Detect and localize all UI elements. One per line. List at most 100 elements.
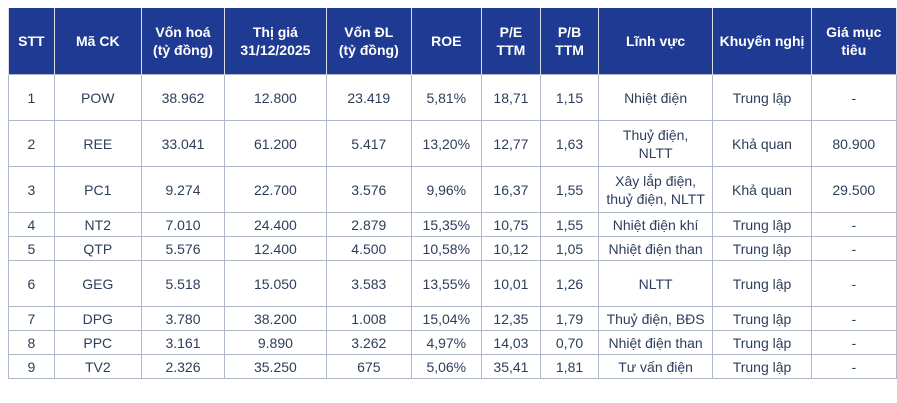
cell-charter-capital: 675 — [325, 354, 412, 379]
cell-target-price: - — [810, 354, 897, 379]
cell-pe: 35,41 — [480, 354, 542, 379]
header-target-price: Giá mục tiêu — [810, 8, 897, 75]
table-row: 7 DPG 3.780 38.200 1.008 15,04% 12,35 1,… — [8, 306, 897, 331]
cell-roe: 15,04% — [410, 306, 482, 331]
cell-market-cap: 5.576 — [140, 236, 226, 261]
cell-pb: 1,55 — [540, 212, 599, 237]
cell-sector: NLTT — [597, 260, 714, 307]
cell-market-cap: 7.010 — [140, 212, 226, 237]
cell-sector: Nhiệt điện khí — [597, 212, 714, 237]
cell-charter-capital: 2.879 — [325, 212, 412, 237]
cell-sector: Tư vấn điện — [597, 354, 714, 379]
cell-price: 38.200 — [224, 306, 327, 331]
cell-recommendation: Trung lập — [712, 306, 812, 331]
cell-charter-capital: 3.262 — [325, 330, 412, 355]
header-price: Thị giá 31/12/2025 — [224, 8, 327, 75]
cell-recommendation: Trung lập — [712, 212, 812, 237]
cell-target-price: - — [810, 330, 897, 355]
cell-target-price: 80.900 — [810, 120, 897, 167]
cell-target-price: - — [810, 306, 897, 331]
cell-stt: 2 — [8, 120, 55, 167]
table-row: 1 POW 38.962 12.800 23.419 5,81% 18,71 1… — [8, 74, 897, 121]
header-recommendation: Khuyến nghị — [712, 8, 812, 75]
cell-target-price: - — [810, 74, 897, 121]
cell-market-cap: 3.161 — [140, 330, 226, 355]
cell-charter-capital: 1.008 — [325, 306, 412, 331]
cell-pb: 1,55 — [540, 166, 599, 213]
cell-sector: Thuỷ điện, BĐS — [597, 306, 714, 331]
cell-roe: 13,20% — [410, 120, 482, 167]
cell-recommendation: Trung lập — [712, 74, 812, 121]
header-row: STT Mã CK Vốn hoá (tỷ đồng) Thị giá 31/1… — [8, 8, 897, 75]
cell-price: 9.890 — [224, 330, 327, 355]
cell-ticker: PPC — [53, 330, 142, 355]
cell-charter-capital: 4.500 — [325, 236, 412, 261]
table-row: 8 PPC 3.161 9.890 3.262 4,97% 14,03 0,70… — [8, 330, 897, 355]
cell-stt: 7 — [8, 306, 55, 331]
cell-price: 24.400 — [224, 212, 327, 237]
cell-target-price: - — [810, 236, 897, 261]
cell-market-cap: 33.041 — [140, 120, 226, 167]
table-row: 4 NT2 7.010 24.400 2.879 15,35% 10,75 1,… — [8, 212, 897, 237]
cell-roe: 13,55% — [410, 260, 482, 307]
cell-recommendation: Khả quan — [712, 120, 812, 167]
cell-market-cap: 3.780 — [140, 306, 226, 331]
cell-recommendation: Trung lập — [712, 260, 812, 307]
cell-recommendation: Trung lập — [712, 330, 812, 355]
header-stt: STT — [8, 8, 55, 75]
cell-stt: 8 — [8, 330, 55, 355]
header-sector: Lĩnh vực — [597, 8, 714, 75]
cell-pe: 12,35 — [480, 306, 542, 331]
header-pb: P/B TTM — [540, 8, 599, 75]
header-roe: ROE — [410, 8, 482, 75]
cell-stt: 5 — [8, 236, 55, 261]
cell-ticker: QTP — [53, 236, 142, 261]
cell-market-cap: 2.326 — [140, 354, 226, 379]
cell-roe: 5,81% — [410, 74, 482, 121]
cell-ticker: REE — [53, 120, 142, 167]
cell-pb: 1,63 — [540, 120, 599, 167]
cell-pb: 1,15 — [540, 74, 599, 121]
header-ticker: Mã CK — [53, 8, 142, 75]
cell-ticker: TV2 — [53, 354, 142, 379]
header-charter-capital: Vốn ĐL (tỷ đồng) — [325, 8, 412, 75]
cell-market-cap: 9.274 — [140, 166, 226, 213]
table-row: 3 PC1 9.274 22.700 3.576 9,96% 16,37 1,5… — [8, 166, 897, 213]
cell-pb: 1,79 — [540, 306, 599, 331]
cell-price: 22.700 — [224, 166, 327, 213]
cell-pb: 1,05 — [540, 236, 599, 261]
table-row: 9 TV2 2.326 35.250 675 5,06% 35,41 1,81 … — [8, 354, 897, 379]
cell-pb: 1,81 — [540, 354, 599, 379]
cell-roe: 4,97% — [410, 330, 482, 355]
cell-price: 61.200 — [224, 120, 327, 167]
cell-charter-capital: 3.576 — [325, 166, 412, 213]
cell-recommendation: Khả quan — [712, 166, 812, 213]
cell-roe: 5,06% — [410, 354, 482, 379]
cell-pe: 10,01 — [480, 260, 542, 307]
cell-ticker: POW — [53, 74, 142, 121]
cell-market-cap: 38.962 — [140, 74, 226, 121]
stock-table-container: STT Mã CK Vốn hoá (tỷ đồng) Thị giá 31/1… — [8, 8, 897, 379]
cell-pe: 12,77 — [480, 120, 542, 167]
header-market-cap: Vốn hoá (tỷ đồng) — [140, 8, 226, 75]
cell-roe: 15,35% — [410, 212, 482, 237]
cell-stt: 3 — [8, 166, 55, 213]
cell-stt: 4 — [8, 212, 55, 237]
cell-price: 12.800 — [224, 74, 327, 121]
cell-price: 12.400 — [224, 236, 327, 261]
cell-pb: 0,70 — [540, 330, 599, 355]
cell-roe: 9,96% — [410, 166, 482, 213]
cell-target-price: - — [810, 212, 897, 237]
table-row: 2 REE 33.041 61.200 5.417 13,20% 12,77 1… — [8, 120, 897, 167]
cell-target-price: 29.500 — [810, 166, 897, 213]
cell-stt: 1 — [8, 74, 55, 121]
table-row: 5 QTP 5.576 12.400 4.500 10,58% 10,12 1,… — [8, 236, 897, 261]
table-row: 6 GEG 5.518 15.050 3.583 13,55% 10,01 1,… — [8, 260, 897, 307]
cell-charter-capital: 23.419 — [325, 74, 412, 121]
header-pe: P/E TTM — [480, 8, 542, 75]
cell-stt: 6 — [8, 260, 55, 307]
cell-charter-capital: 5.417 — [325, 120, 412, 167]
cell-pe: 14,03 — [480, 330, 542, 355]
cell-pe: 10,75 — [480, 212, 542, 237]
cell-charter-capital: 3.583 — [325, 260, 412, 307]
